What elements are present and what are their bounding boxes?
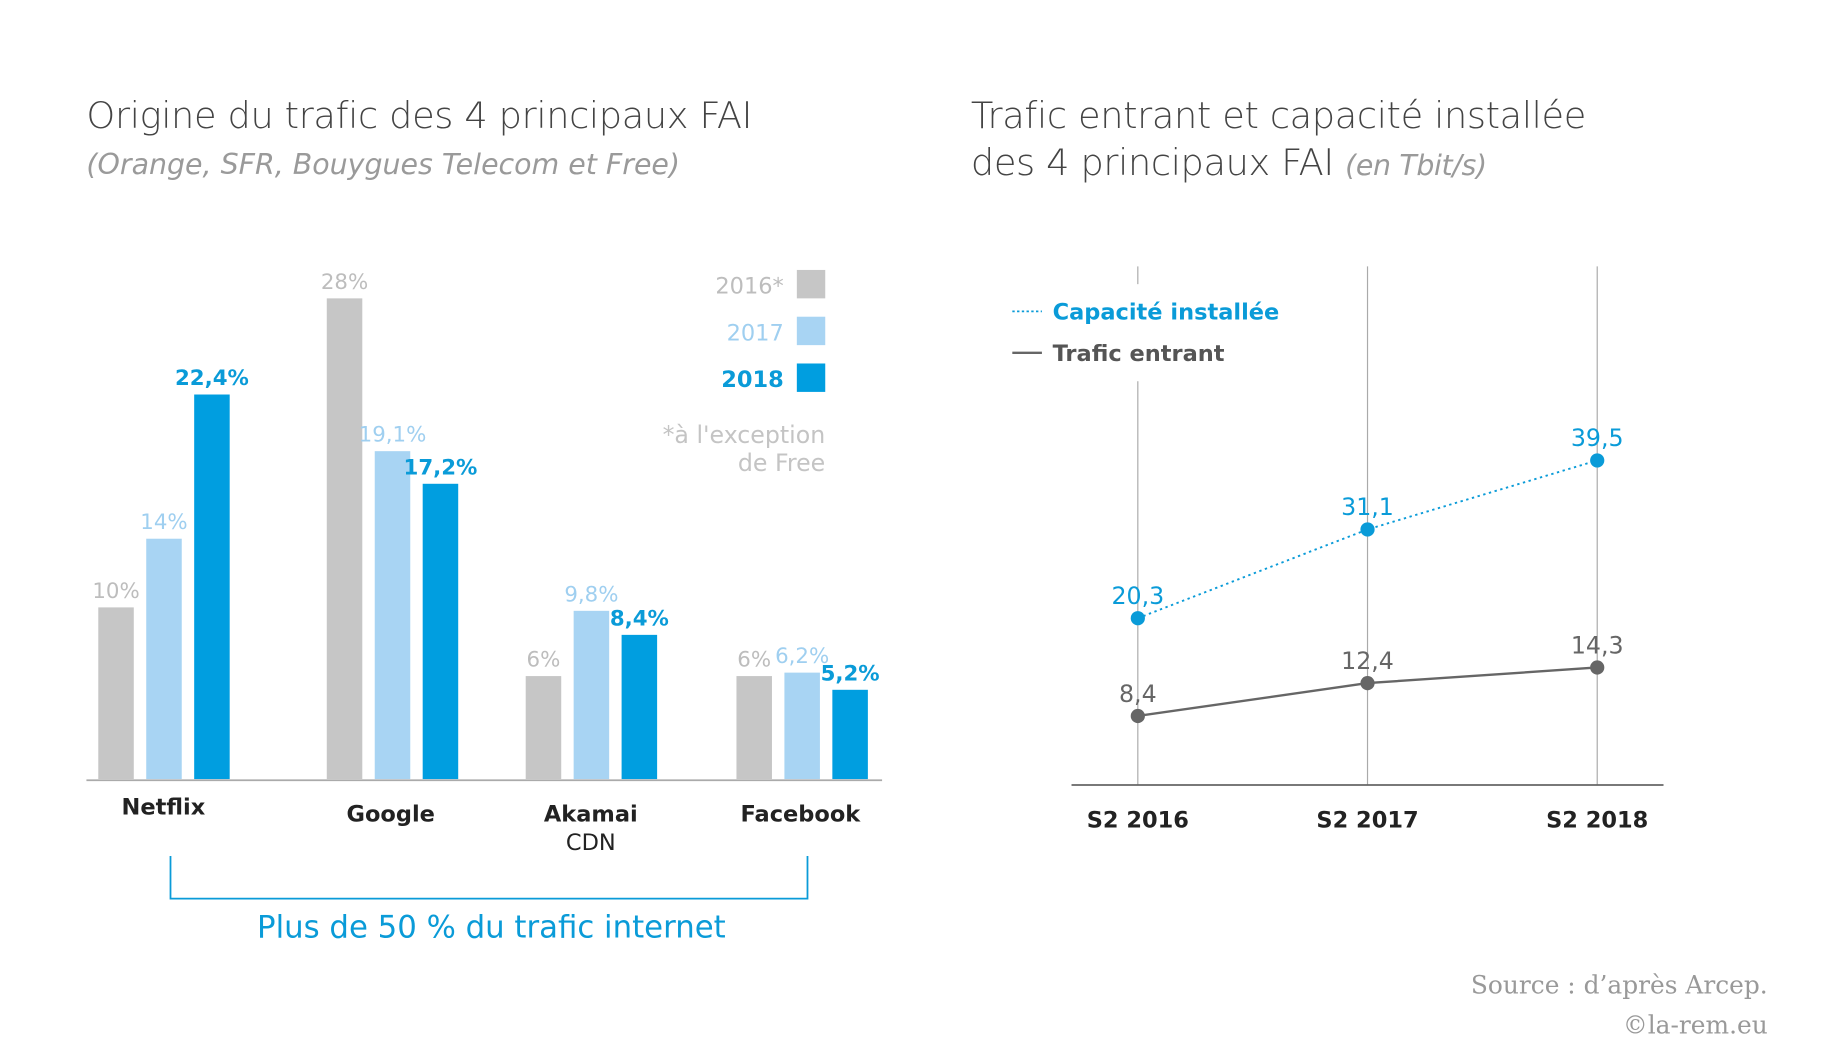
bar-facebook-2018 (832, 689, 868, 780)
data-point (1590, 660, 1605, 675)
legend-label: 2016* (715, 274, 783, 300)
bar-netflix-2017 (146, 538, 182, 780)
data-label: 14,3 (1571, 631, 1624, 659)
bar-google-2017 (374, 451, 411, 780)
bar-value-label: 6% (527, 648, 561, 673)
copyright-text: ©la-rem.eu (1622, 1011, 1768, 1040)
bar-value-label: 19,1% (359, 423, 427, 448)
bracket-label: Plus de 50 % du trafic internet (257, 910, 726, 946)
data-label: 31,1 (1341, 493, 1394, 521)
bar-value-label: 8,4% (610, 606, 669, 631)
legend-swatch-2016 (796, 269, 826, 299)
data-point (1360, 675, 1375, 691)
bar-akamai-2018 (621, 634, 658, 780)
legend-swatch-2017 (796, 316, 826, 346)
x-tick-label: S2 2017 (1316, 808, 1418, 834)
bar-value-label: 28% (321, 270, 368, 295)
footnote-line2: de Free (738, 449, 825, 477)
bar-akamai-2016 (525, 676, 562, 780)
bar-value-label: 5,2% (821, 661, 880, 686)
category-label: Facebook (741, 802, 862, 828)
legend-label: 2017 (727, 320, 784, 346)
legend-label: Capacité installée (1053, 300, 1280, 326)
bar-facebook-2017 (784, 672, 820, 780)
data-label: 8,4 (1119, 680, 1157, 708)
bar-value-label: 14% (140, 510, 187, 535)
x-tick-label: S2 2018 (1546, 808, 1648, 834)
right-title-text: des 4 principaux FAI (970, 142, 1334, 185)
bracket (169, 856, 809, 900)
data-label: 12,4 (1341, 647, 1394, 675)
data-label: 39,5 (1571, 424, 1624, 452)
legend-swatch-2018 (796, 363, 826, 392)
right-chart-title-line1: Trafic entrant et capacité installée (970, 94, 1586, 138)
category-label: Google (347, 802, 435, 828)
bar-value-label: 22,4% (175, 366, 249, 391)
bar-netflix-2018 (194, 394, 230, 780)
data-point (1590, 453, 1605, 468)
bar-google-2018 (422, 483, 459, 780)
data-label: 20,3 (1111, 582, 1164, 610)
bar-facebook-2016 (736, 676, 772, 780)
left-chart-subtitle: (Orange, SFR, Bouygues Telecom et Free) (86, 148, 681, 182)
bar-value-label: 9,8% (564, 582, 618, 607)
x-tick-label: S2 2016 (1087, 808, 1189, 834)
category-sublabel: CDN (566, 830, 616, 856)
data-point (1360, 522, 1375, 537)
data-point (1130, 611, 1145, 626)
left-chart-title: Origine du trafic des 4 principaux FAI (86, 94, 753, 138)
source-text: Source : d’après Arcep. (1470, 970, 1768, 1000)
bar-value-label: 17,2% (404, 455, 478, 480)
category-label: Netflix (122, 795, 206, 821)
right-title-unit: (en Tbit/s) (1345, 149, 1487, 183)
right-chart-title-line2: des 4 principaux FAI (en Tbit/s) (971, 142, 1487, 185)
bar-google-2016 (326, 298, 363, 780)
bar-akamai-2017 (573, 610, 610, 780)
bar-netflix-2016 (98, 607, 134, 780)
bar-value-label: 10% (92, 579, 139, 604)
data-point (1130, 708, 1145, 724)
category-label: Akamai (544, 802, 638, 828)
legend-label: Trafic entrant (1053, 341, 1225, 367)
legend-label: 2018 (721, 367, 784, 393)
footnote-line1: *à l'exception (663, 421, 826, 449)
bar-value-label: 6% (737, 648, 771, 673)
bar-value-label: 6,2% (775, 644, 829, 669)
